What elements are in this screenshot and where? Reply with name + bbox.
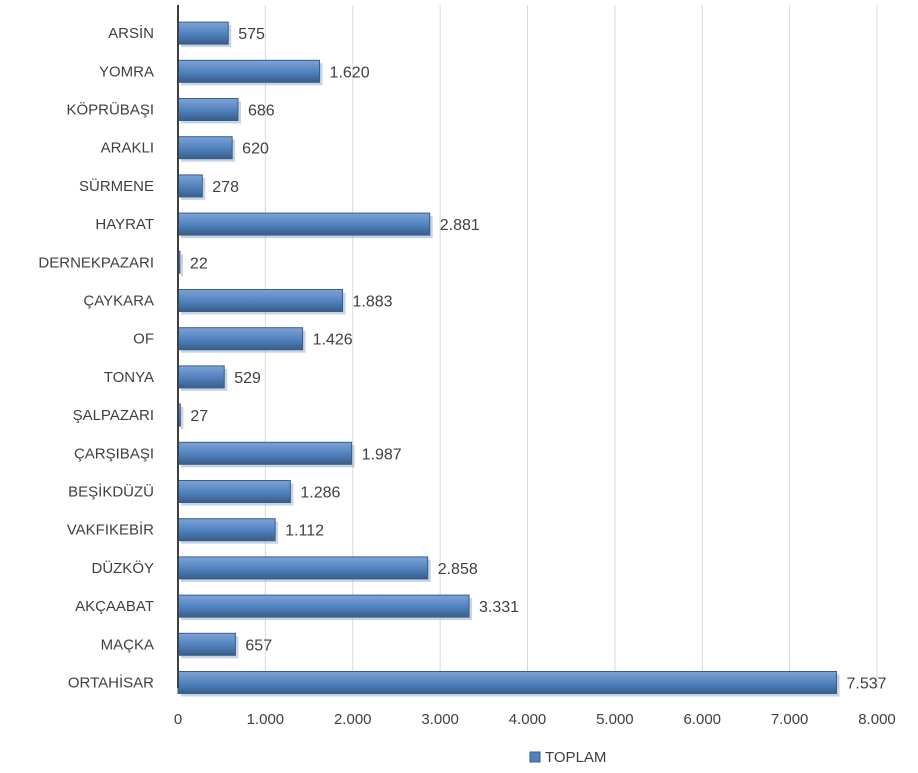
x-tick-label: 5.000 — [596, 711, 634, 728]
data-label: 22 — [190, 255, 208, 272]
bar — [177, 174, 203, 198]
legend-swatch — [529, 751, 541, 763]
category-label: DÜZKÖY — [91, 559, 154, 577]
x-tick-label: 1.000 — [247, 711, 285, 728]
category-label: ORTAHİSAR — [68, 674, 154, 692]
data-label: 529 — [234, 370, 261, 387]
category-label: ÇAYKARA — [83, 293, 154, 310]
bar — [177, 441, 353, 465]
category-label: ARSİN — [108, 24, 154, 42]
x-tick-label: 4.000 — [509, 711, 547, 728]
category-label: TONYA — [104, 369, 154, 386]
x-tick-label: 2.000 — [334, 711, 372, 728]
data-label: 620 — [242, 141, 269, 158]
category-label: YOMRA — [99, 63, 154, 80]
bar-shadow — [181, 407, 184, 430]
category-label: OF — [133, 331, 154, 348]
data-labels: 575 1.620 686 620 278 2.881 22 1.883 1.426 529 27 1… — [190, 26, 887, 692]
legend: TOPLAM — [529, 749, 606, 766]
category-label: SÜRMENE — [79, 177, 154, 195]
x-tick-label: 6.000 — [683, 711, 721, 728]
category-label: ŞALPAZARI — [73, 407, 154, 424]
bar — [177, 327, 304, 351]
category-label: MAÇKA — [101, 636, 154, 653]
data-label: 1.883 — [353, 294, 393, 311]
bar — [177, 21, 229, 45]
bar — [177, 136, 233, 160]
category-label: AKÇAABAT — [75, 598, 154, 615]
bar — [177, 212, 431, 236]
bar — [177, 556, 429, 580]
bar — [177, 671, 838, 694]
bar — [177, 594, 470, 618]
data-label: 1.286 — [300, 485, 340, 502]
x-axis-tick-labels: 0 1.000 2.000 3.000 4.000 5.000 6.000 7.000 8.00… — [174, 711, 896, 728]
bar — [177, 518, 276, 542]
gridlines — [264, 5, 878, 688]
bar — [177, 98, 239, 121]
data-label: 686 — [248, 103, 275, 120]
bar-shadow — [181, 254, 183, 277]
bars — [177, 21, 840, 697]
data-label: 1.987 — [362, 446, 402, 463]
category-label: DERNEKPAZARI — [38, 254, 154, 271]
data-label: 27 — [190, 408, 208, 425]
data-label: 3.331 — [479, 599, 519, 616]
category-label: BEŞİKDÜZÜ — [68, 483, 154, 501]
data-label: 657 — [245, 637, 272, 654]
category-label: VAKFIKEBİR — [67, 521, 154, 539]
bar — [177, 59, 321, 83]
category-labels: ARSİN YOMRA KÖPRÜBAŞI ARAKLI SÜRMENE HAYRAT DE… — [38, 24, 154, 691]
bar — [177, 365, 225, 389]
category-label: HAYRAT — [95, 216, 154, 233]
data-label: 7.537 — [847, 676, 887, 693]
bar — [177, 632, 236, 656]
data-label: 1.112 — [285, 523, 324, 540]
data-label: 2.858 — [438, 561, 478, 578]
x-tick-label: 0 — [174, 711, 182, 728]
x-tick-label: 7.000 — [771, 711, 809, 728]
bar — [177, 480, 291, 503]
category-label: ARAKLI — [101, 140, 154, 157]
x-tick-label: 8.000 — [858, 711, 896, 728]
category-label: KÖPRÜBAŞI — [66, 101, 154, 119]
legend-label: TOPLAM — [545, 749, 606, 766]
data-label: 1.620 — [330, 64, 370, 81]
data-label: 2.881 — [440, 217, 480, 234]
data-label: 278 — [212, 179, 239, 196]
category-label: ÇARŞIBAŞI — [74, 445, 154, 462]
data-label: 575 — [238, 26, 265, 43]
bar — [177, 289, 344, 312]
data-label: 1.426 — [313, 332, 353, 349]
x-tick-label: 3.000 — [421, 711, 459, 728]
